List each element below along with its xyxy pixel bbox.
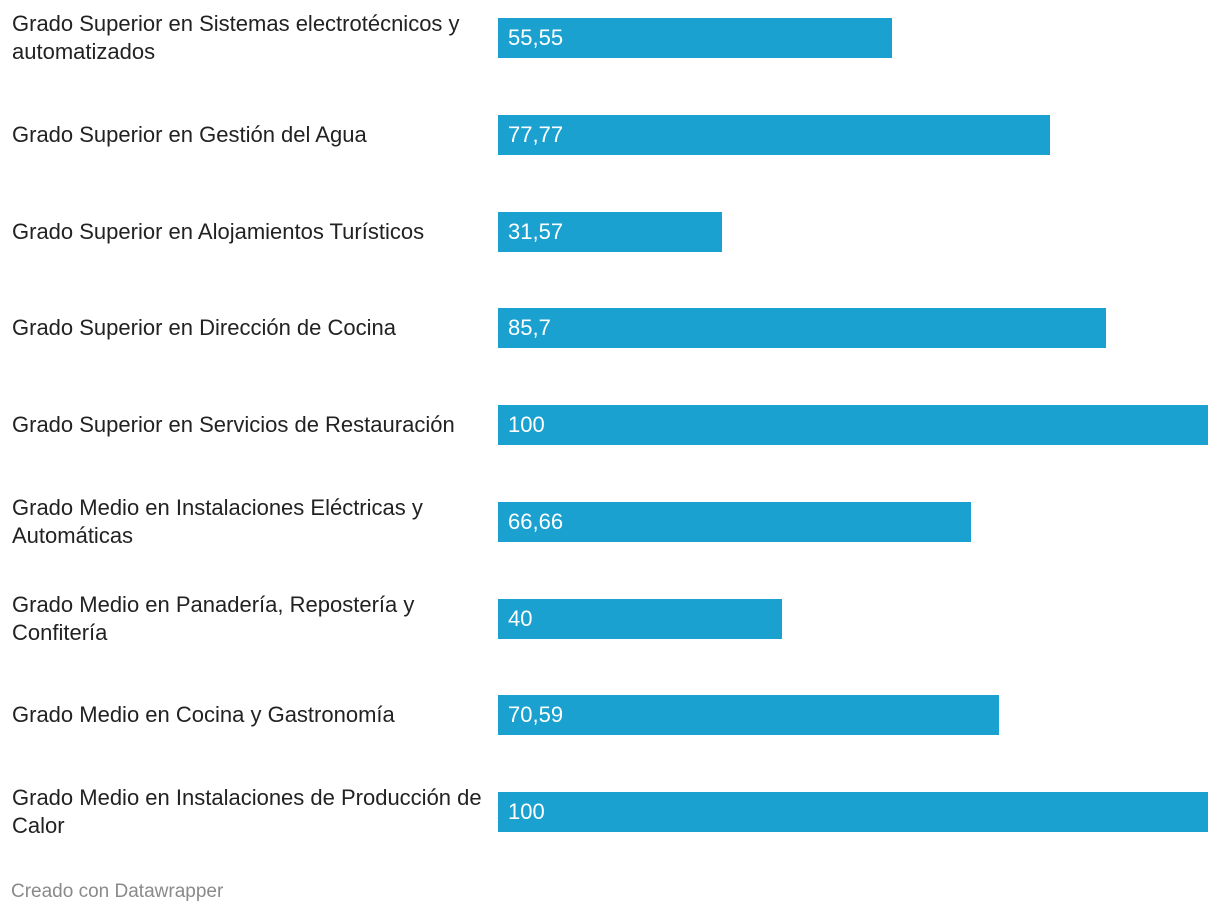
category-label: Grado Superior en Servicios de Restaurac… [12, 412, 455, 437]
bar-value-label: 77,77 [508, 121, 564, 147]
bar: 100 [498, 405, 1208, 445]
bar-value-label: 100 [508, 412, 545, 437]
category-label: Grado Medio en Instalaciones Eléctricas … [12, 494, 423, 548]
bar-value-label: 31,57 [508, 218, 564, 244]
category-label: Grado Medio en Instalaciones de Producci… [12, 785, 482, 838]
bar: 31,57 [498, 211, 723, 252]
category-label: Grado Superior en Sistemas electrotécnic… [12, 11, 460, 64]
category-label: Grado Superior en Alojamientos Turístico… [12, 218, 425, 244]
category-label: Grado Medio en Cocina y Gastronomía [12, 702, 395, 728]
bar: 66,66 [498, 501, 972, 542]
bar: 55,55 [498, 18, 893, 58]
datawrapper-credit: Creado con Datawrapper [11, 881, 224, 902]
bar-value-label: 40 [508, 605, 533, 631]
bar-value-label: 100 [508, 799, 545, 824]
bar: 77,77 [498, 114, 1051, 155]
category-label: Grado Superior en Gestión del Agua [12, 121, 367, 147]
bar-value-label: 66,66 [508, 508, 564, 534]
bar: 85,7 [498, 308, 1107, 349]
bar-value-label: 85,7 [508, 315, 551, 341]
bar-value-label: 70,59 [508, 702, 564, 728]
category-label: Grado Medio en Panadería, Repostería y C… [12, 591, 415, 645]
bar-value-label: 55,55 [508, 25, 564, 50]
bar: 40 [498, 598, 782, 639]
category-label: Grado Superior en Dirección de Cocina [12, 315, 396, 341]
bar: 100 [498, 792, 1208, 832]
bar: 70,59 [498, 695, 1000, 736]
